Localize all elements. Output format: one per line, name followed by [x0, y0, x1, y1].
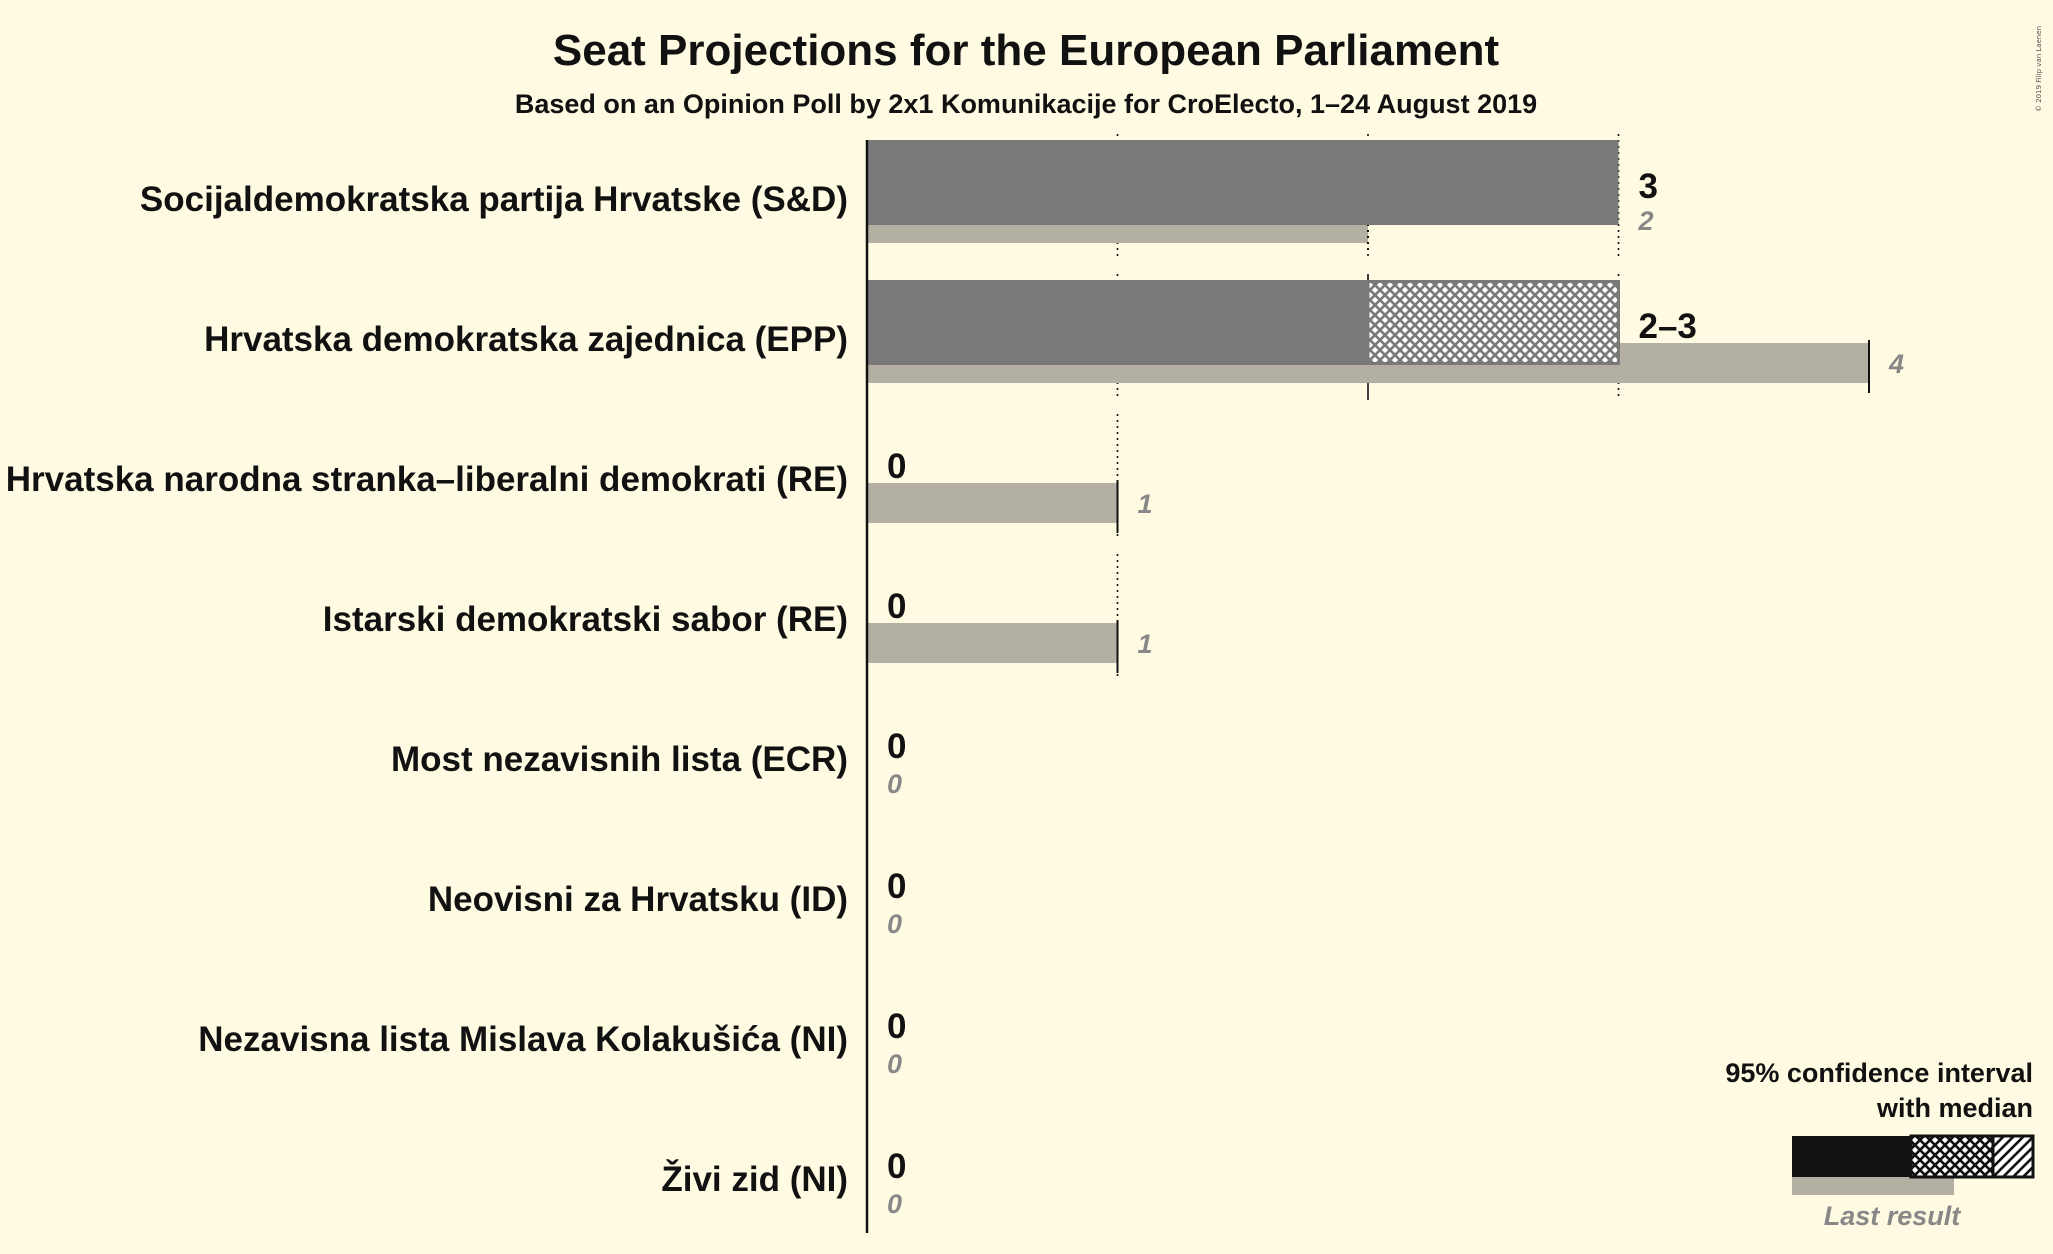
chart-subtitle: Based on an Opinion Poll by 2x1 Komunika… [515, 89, 1537, 119]
legend-last-result-label: Last result [1824, 1201, 1962, 1231]
projection-bar-socijaldemokratska-partija-hrvatske-s-d [867, 140, 1619, 225]
last-result-label-hrvatska-demokratska-zajednica-epp: 4 [1888, 349, 1904, 379]
last-result-label-socijaldemokratska-partija-hrvatske-s-d: 2 [1638, 206, 1654, 236]
projection-label-zivi-zid-ni: 0 [887, 1147, 906, 1186]
projection-label-nezavisna-lista-mislava-kolakusica-ni: 0 [887, 1007, 906, 1046]
projection-bar-hrvatska-demokratska-zajednica-epp [867, 280, 1368, 365]
projection-hatch-hrvatska-demokratska-zajednica-epp [1366, 280, 1620, 365]
legend-median-hatch [1909, 1134, 1995, 1179]
bars [867, 140, 1870, 673]
party-label-hrvatska-demokratska-zajednica-epp: Hrvatska demokratska zajednica (EPP) [204, 320, 848, 359]
last-result-label-hrvatska-narodna-stranka-liberalni-demokrati-re: 1 [1138, 489, 1153, 519]
last-result-label-istarski-demokratski-sabor-re: 1 [1138, 629, 1153, 659]
legend-title-line1: 95% confidence interval [1725, 1058, 2033, 1088]
labels: Socijaldemokratska partija Hrvatske (S&D… [6, 167, 1904, 1219]
last-result-bar-hrvatska-narodna-stranka-liberalni-demokrati-re [867, 483, 1118, 523]
legend-title-line2: with median [1876, 1093, 2033, 1123]
projection-label-socijaldemokratska-partija-hrvatske-s-d: 3 [1639, 167, 1658, 206]
party-label-most-nezavisnih-lista-ecr: Most nezavisnih lista (ECR) [391, 740, 848, 779]
party-label-nezavisna-lista-mislava-kolakusica-ni: Nezavisna lista Mislava Kolakušića (NI) [198, 1020, 848, 1059]
party-label-hrvatska-narodna-stranka-liberalni-demokrati-re: Hrvatska narodna stranka–liberalni demok… [6, 460, 848, 499]
projection-label-hrvatska-narodna-stranka-liberalni-demokrati-re: 0 [887, 447, 906, 486]
party-label-istarski-demokratski-sabor-re: Istarski demokratski sabor (RE) [323, 600, 848, 639]
projection-label-hrvatska-demokratska-zajednica-epp: 2–3 [1639, 307, 1697, 346]
projection-label-istarski-demokratski-sabor-re: 0 [887, 587, 906, 626]
party-label-neovisni-za-hrvatsku-id: Neovisni za Hrvatsku (ID) [428, 880, 848, 919]
party-label-zivi-zid-ni: Živi zid (NI) [661, 1159, 848, 1199]
projection-label-neovisni-za-hrvatsku-id: 0 [887, 867, 906, 906]
projection-label-most-nezavisnih-lista-ecr: 0 [887, 727, 906, 766]
legend-upper-hatch [1991, 1134, 2035, 1179]
copyright-text: © 2019 Filip van Laenen [2035, 26, 2043, 112]
last-result-label-neovisni-za-hrvatsku-id: 0 [887, 909, 902, 939]
last-result-label-most-nezavisnih-lista-ecr: 0 [887, 769, 902, 799]
last-result-label-nezavisna-lista-mislava-kolakusica-ni: 0 [887, 1049, 902, 1079]
legend-ci-bar [1792, 1136, 1911, 1177]
last-result-bar-istarski-demokratski-sabor-re [867, 623, 1118, 663]
chart-title: Seat Projections for the European Parlia… [553, 26, 1500, 75]
party-label-socijaldemokratska-partija-hrvatske-s-d: Socijaldemokratska partija Hrvatske (S&D… [140, 180, 848, 219]
legend: 95% confidence interval with median Last… [1725, 1058, 2035, 1231]
last-result-label-zivi-zid-ni: 0 [887, 1189, 902, 1219]
